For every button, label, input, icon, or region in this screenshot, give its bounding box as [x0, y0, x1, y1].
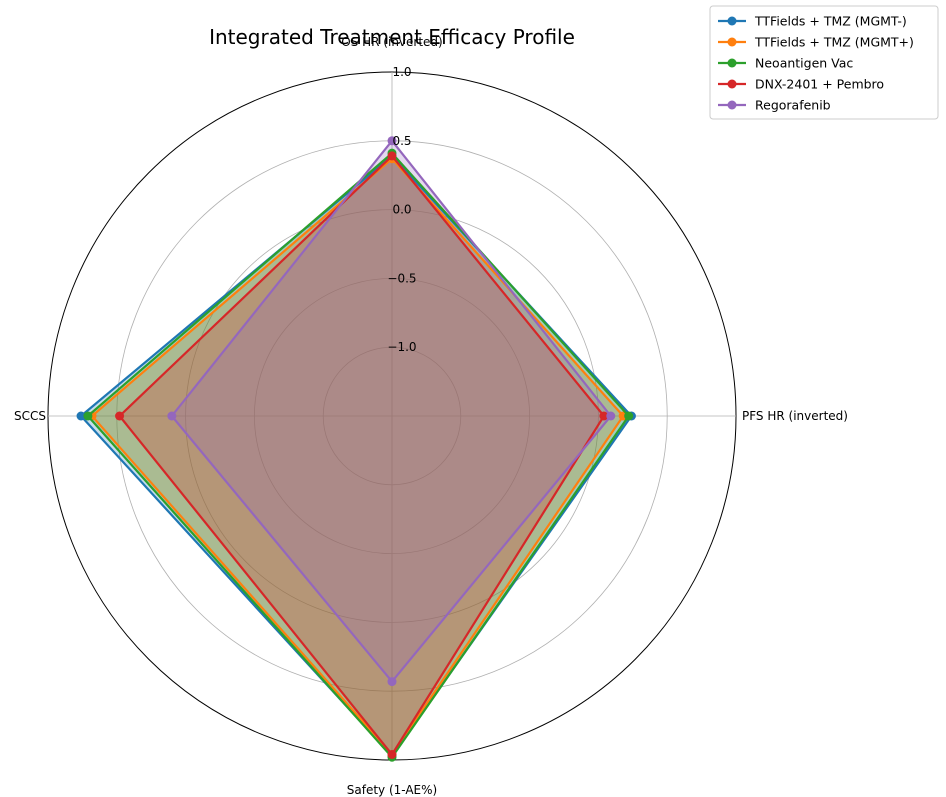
legend-marker — [727, 16, 737, 26]
legend-label: Neoantigen Vac — [755, 56, 853, 71]
chart-title: Integrated Treatment Efficacy Profile — [209, 25, 575, 49]
series-point — [599, 411, 609, 421]
legend-marker — [727, 79, 737, 89]
axis-label: PFS HR (inverted) — [742, 409, 848, 423]
legend-marker — [727, 100, 737, 110]
series-point — [624, 411, 634, 421]
radial-tick-label: 1.0 — [392, 65, 411, 79]
radial-ticks: −1.0 −0.5 0.0 0.5 1.0 — [387, 65, 416, 354]
axis-label: SCCS — [14, 409, 46, 423]
legend-marker — [727, 58, 737, 68]
radial-tick-label: −0.5 — [387, 271, 416, 285]
series-point — [76, 411, 86, 421]
radial-tick-label: 0.0 — [392, 203, 411, 217]
radial-tick-label: −1.0 — [387, 340, 416, 354]
series-point — [83, 411, 93, 421]
series-point — [167, 411, 177, 421]
axis-label: OS HR (inverted) — [341, 35, 442, 49]
series-point — [387, 677, 397, 687]
series-point — [387, 151, 397, 161]
legend-label: Regorafenib — [755, 98, 831, 113]
series-fill — [171, 140, 611, 682]
axis-label: Safety (1-AE%) — [347, 783, 437, 797]
radar-grid — [47, 71, 737, 761]
series-point — [387, 136, 397, 146]
legend-label: DNX-2401 + Pembro — [755, 77, 884, 92]
series-fill — [92, 158, 624, 755]
radar-series — [76, 136, 636, 762]
series-point — [606, 411, 616, 421]
axis-labels: OS HR (inverted) PFS HR (inverted) Safety … — [14, 35, 848, 797]
legend-frame — [709, 5, 939, 120]
legend-label: TTFields + TMZ (MGMT+) — [754, 35, 914, 50]
series-point — [387, 749, 397, 759]
series-fill — [119, 155, 604, 755]
legend-label: TTFields + TMZ (MGMT-) — [754, 14, 907, 29]
legend: TTFields + TMZ (MGMT-) TTFields + TMZ (MG… — [709, 5, 939, 120]
radial-tick-label: 0.5 — [392, 134, 411, 148]
series-point — [115, 411, 125, 421]
legend-marker — [727, 37, 737, 47]
